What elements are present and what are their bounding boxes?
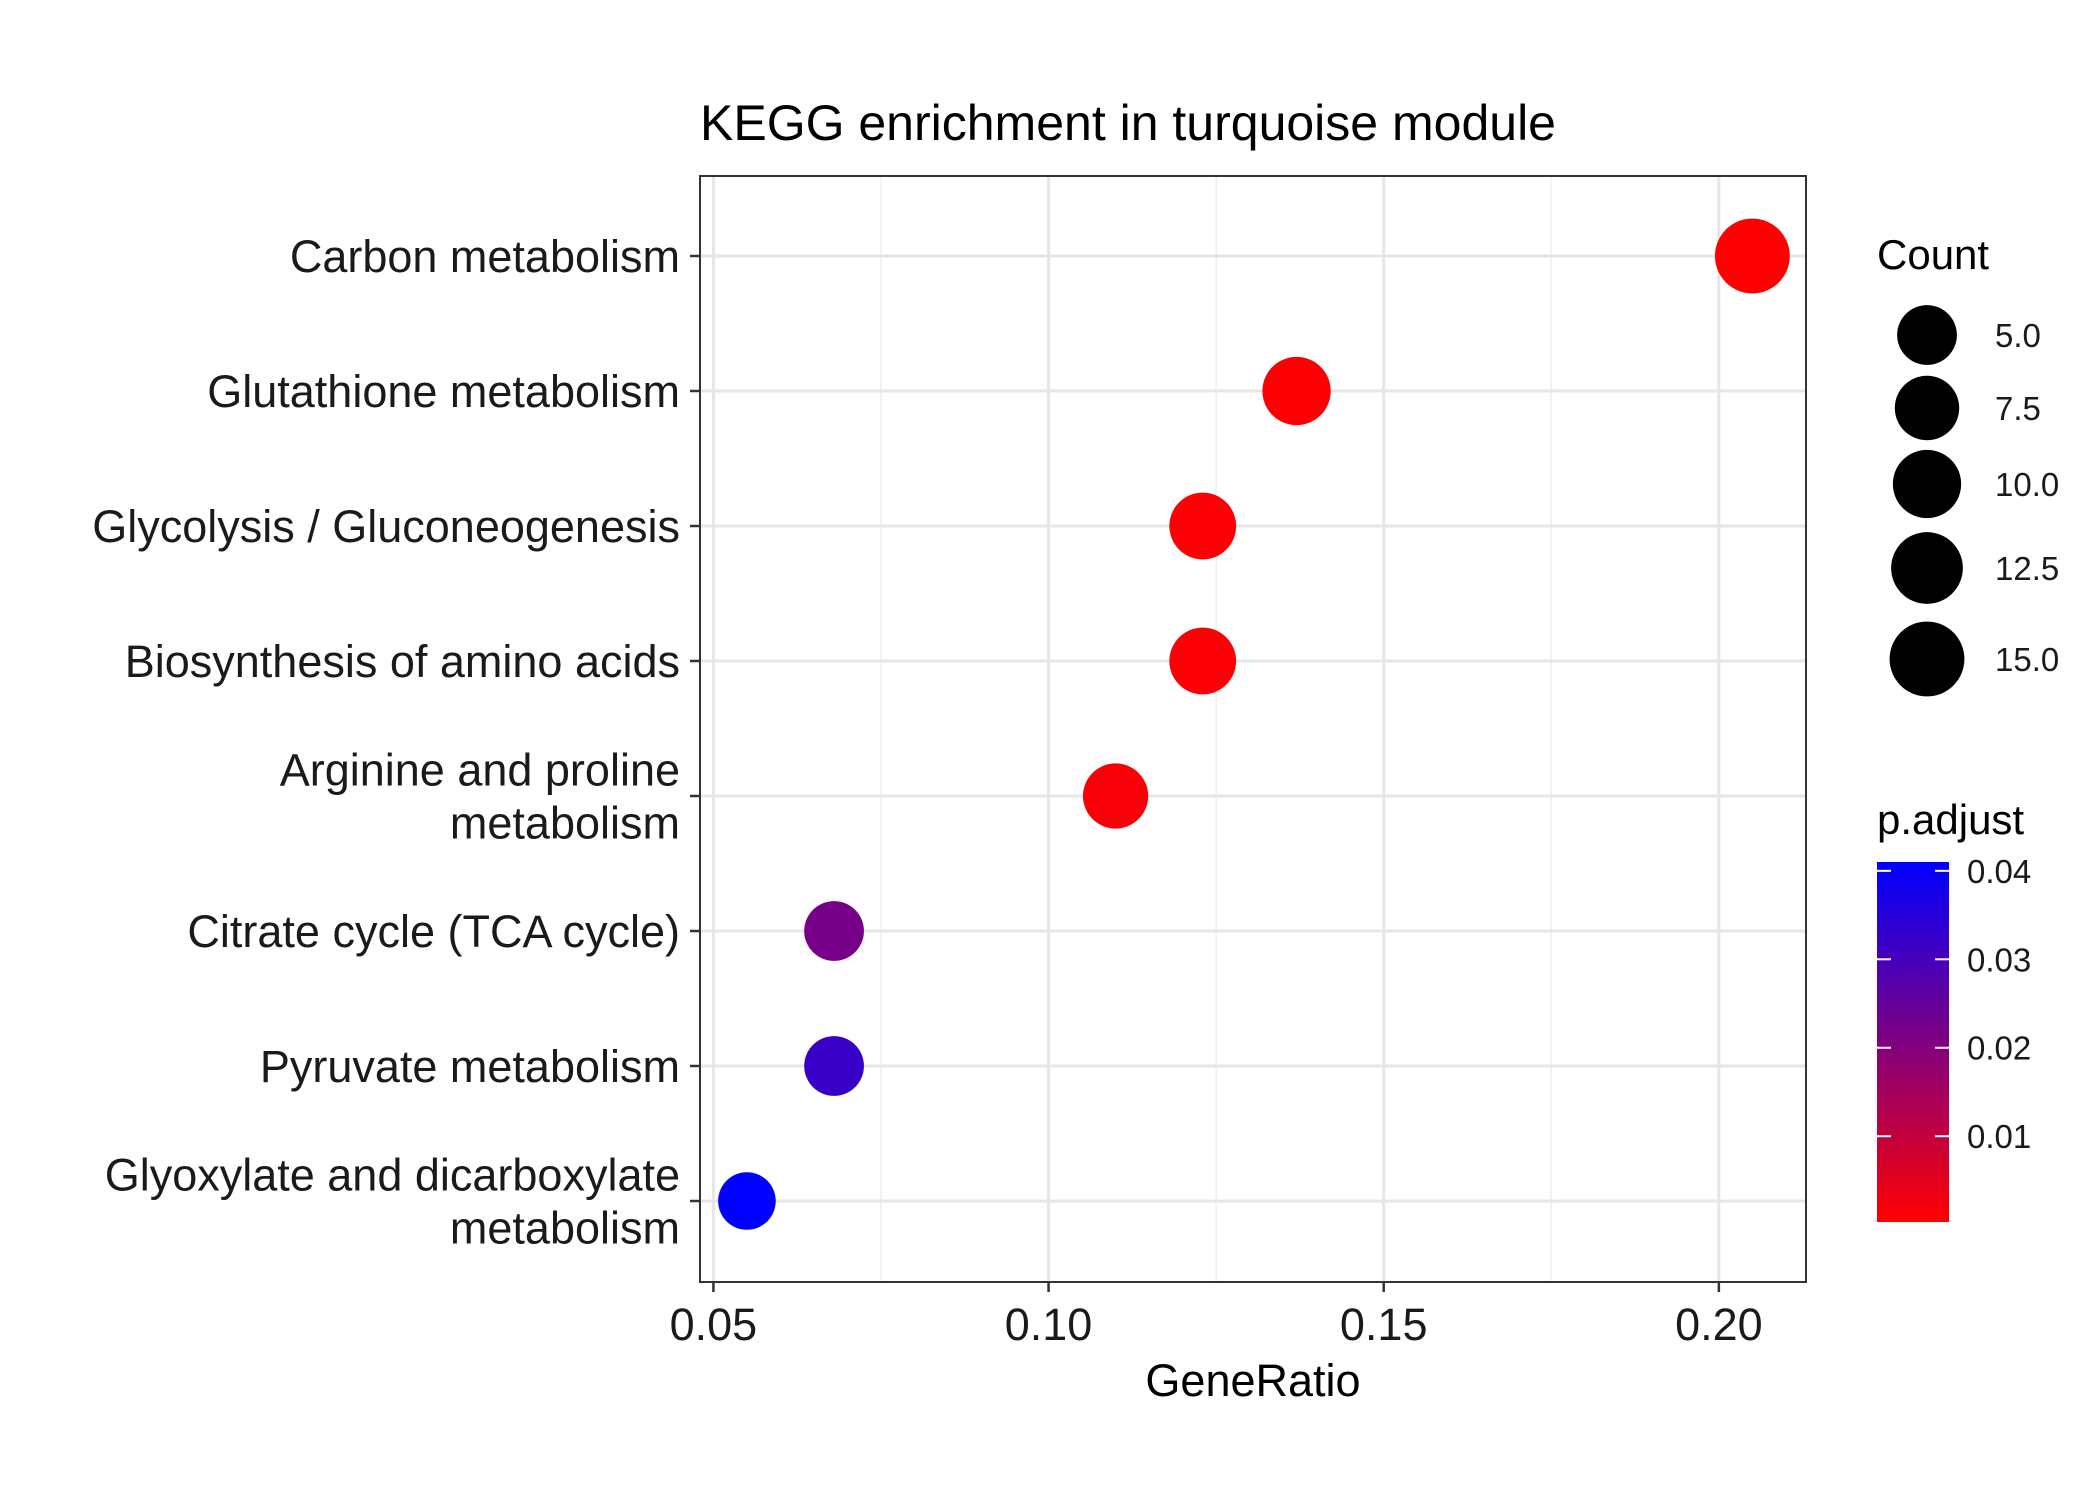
data-point [1714,218,1790,294]
data-point [1169,492,1237,560]
color-legend-label: 0.04 [1967,853,2031,890]
size-legend: Count 5.0 7.5 10.0 12.5 15.0 [1877,231,2059,697]
x-tick-label: 0.20 [1675,1299,1763,1350]
data-point [1082,763,1149,829]
x-tick-label: 0.05 [670,1299,758,1350]
y-tick-label: metabolism [450,1203,680,1254]
x-axis-label: GeneRatio [1145,1355,1360,1406]
data-point [804,901,864,961]
y-tick-label: Citrate cycle (TCA cycle) [187,906,680,957]
y-axis: Carbon metabolism Glutathione metabolism G… [92,231,700,1254]
x-tick-label: 0.10 [1005,1299,1093,1350]
grid [700,176,1806,1282]
y-tick-label: Pyruvate metabolism [260,1041,680,1092]
size-legend-key [1892,449,1962,519]
size-legend-label: 15.0 [1995,641,2059,678]
y-tick-label: Glycolysis / Gluconeogenesis [92,501,680,552]
size-legend-key [1889,621,1965,697]
x-tick-label: 0.15 [1340,1299,1428,1350]
color-legend-bar [1877,862,1949,1222]
size-legend-key [1897,305,1957,365]
color-legend-label: 0.02 [1967,1030,2031,1067]
y-tick-label: Glutathione metabolism [207,366,680,417]
color-legend: p.adjust 0.04 0.03 0.02 0.01 [1877,796,2031,1222]
color-legend-label: 0.01 [1967,1118,2031,1155]
y-tick-label: metabolism [450,798,680,849]
x-axis: 0.05 0.10 0.15 0.20 [670,1282,1763,1350]
size-legend-label: 12.5 [1995,550,2059,587]
data-point [718,1172,776,1230]
data-point [804,1036,864,1096]
plot-panel-background [700,176,1806,1282]
plot-panel-border [699,175,1807,1283]
color-legend-label: 0.03 [1967,941,2031,978]
size-legend-label: 5.0 [1995,317,2041,354]
points [718,218,1790,1230]
size-legend-label: 7.5 [1995,390,2041,427]
size-legend-title: Count [1877,231,1989,278]
y-tick-label: Arginine and proline [280,745,680,796]
y-tick-label: Carbon metabolism [290,231,680,282]
size-legend-key [1894,375,1960,441]
y-tick-label: Biosynthesis of amino acids [125,636,680,687]
color-legend-title: p.adjust [1877,796,2024,843]
y-tick-label: Glyoxylate and dicarboxylate [105,1150,680,1201]
data-point [1169,627,1237,695]
chart-title: KEGG enrichment in turquoise module [700,95,1556,151]
data-point [1262,356,1331,426]
size-legend-label: 10.0 [1995,466,2059,503]
size-legend-key [1891,532,1963,604]
